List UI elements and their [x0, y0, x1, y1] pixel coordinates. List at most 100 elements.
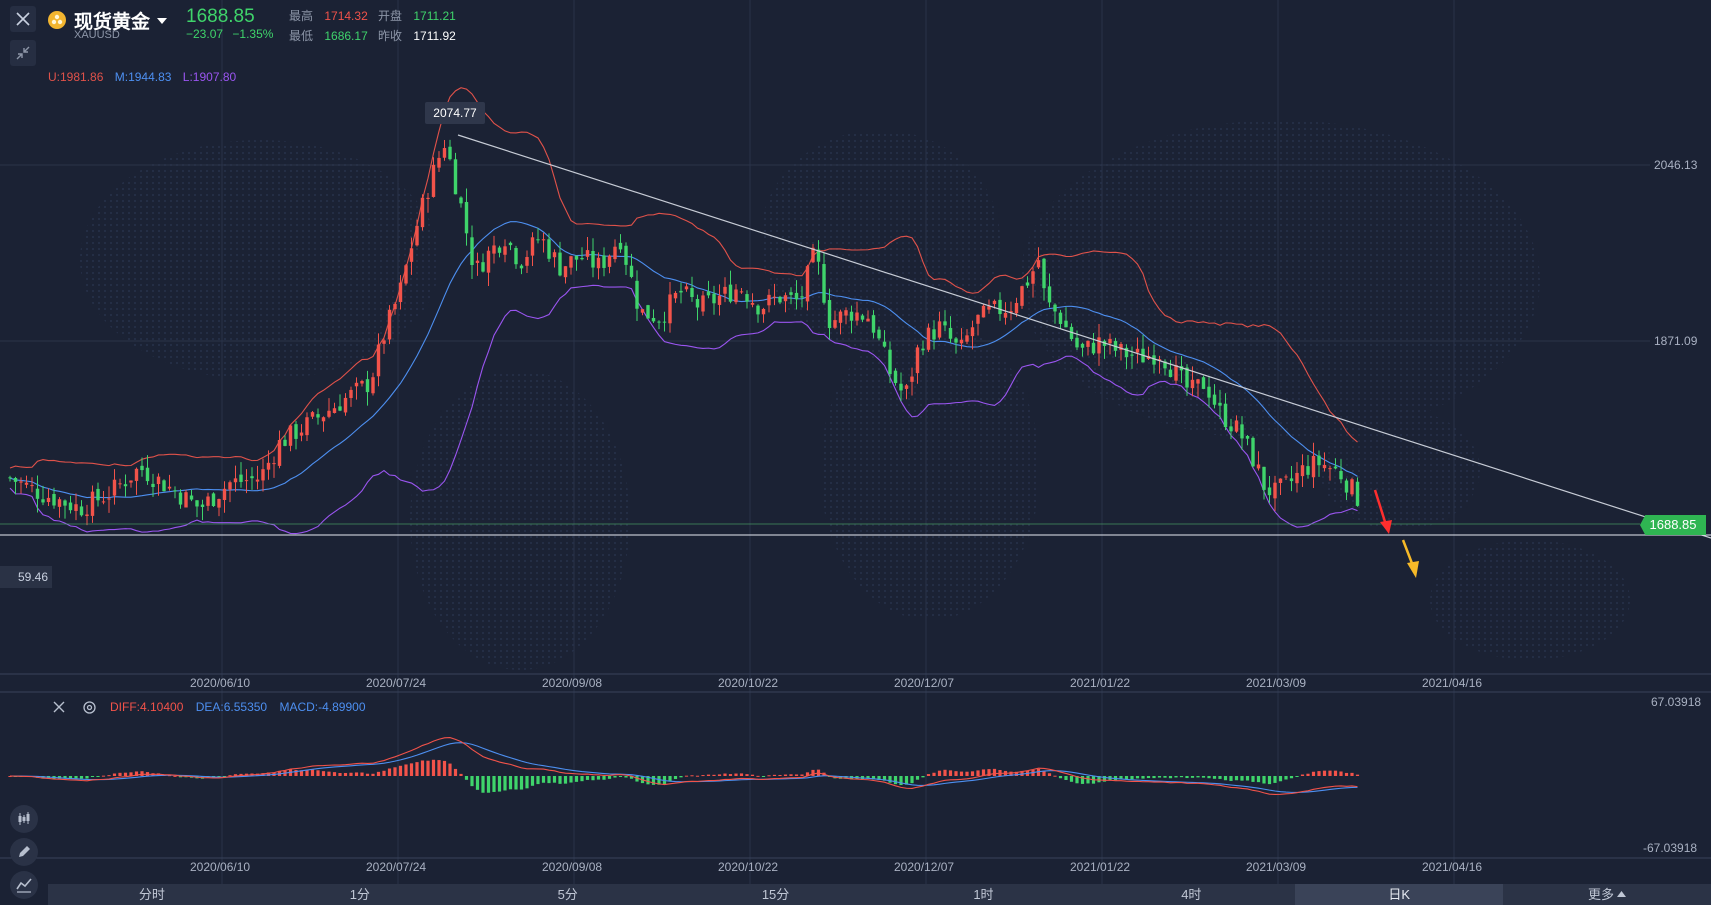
macd-settings-button[interactable]	[82, 700, 97, 718]
close-chart-button[interactable]	[10, 6, 36, 32]
macd-bar	[723, 773, 727, 776]
candle-body	[173, 490, 177, 492]
candle-body	[343, 397, 348, 413]
macd-bar	[1240, 776, 1244, 781]
macd-bar	[811, 769, 815, 776]
candle-body	[1273, 482, 1277, 499]
macd-bar	[1201, 776, 1206, 778]
macd-bar	[1141, 776, 1145, 779]
candle-body	[277, 440, 282, 466]
macd-date-tick-label: 2020/09/08	[542, 860, 602, 874]
macd-bar	[387, 768, 392, 776]
candle-type-button[interactable]	[10, 805, 38, 833]
macd-bar	[101, 775, 106, 777]
macd-bar	[745, 774, 749, 776]
candle-body	[926, 327, 931, 350]
world-map-watermark	[80, 120, 1630, 670]
macd-bar	[926, 774, 931, 776]
macd-bar	[68, 776, 73, 779]
candle-body	[525, 257, 529, 266]
candle-body	[844, 310, 848, 316]
candle-body	[74, 504, 78, 511]
symbol-name-group[interactable]: 现货黄金	[74, 7, 168, 34]
candle-body	[860, 315, 865, 320]
candle-body	[833, 320, 837, 328]
candle-body	[442, 148, 447, 158]
timeframe-tab[interactable]: 日K	[1295, 884, 1504, 905]
candle-body	[1289, 478, 1294, 482]
descending-trendline	[457, 134, 1711, 539]
macd-bar	[409, 763, 414, 776]
boll-lower-line	[9, 284, 1358, 535]
macd-bar	[63, 776, 67, 779]
macd-bar	[393, 767, 397, 776]
indicator-button[interactable]	[10, 871, 38, 899]
timeframe-tab[interactable]: 1时	[880, 884, 1088, 905]
candle-body	[145, 467, 150, 482]
candle-body	[514, 247, 518, 265]
candle-body	[954, 338, 958, 343]
macd-bar	[943, 769, 947, 776]
macd-bar	[1102, 776, 1107, 782]
macd-bar	[783, 774, 788, 776]
macd-bar	[1328, 770, 1332, 776]
candle-body	[112, 479, 117, 496]
candle-body	[981, 305, 986, 318]
candle-body	[470, 237, 474, 265]
macd-bar	[624, 776, 628, 778]
timeframe-tab[interactable]: 15分	[672, 884, 880, 905]
candle-body	[481, 262, 485, 272]
candle-body	[899, 383, 903, 391]
timeframe-tab[interactable]: 更多	[1503, 884, 1711, 905]
candle-body	[574, 255, 579, 260]
open-label: 开盘	[378, 9, 403, 23]
macd-legend: DIFF:4.10400 DEA:6.55350 MACD:-4.89900	[110, 700, 366, 714]
macd-bar	[1295, 776, 1299, 777]
macd-bar	[712, 774, 716, 776]
macd-bar	[739, 773, 744, 776]
high-stat: 最高 1714.32	[289, 7, 368, 24]
candle-body	[877, 329, 881, 339]
macd-bar	[376, 771, 381, 776]
macd-close-button[interactable]	[52, 700, 66, 717]
candle-body	[349, 389, 353, 398]
timeframe-tab[interactable]: 1分	[256, 884, 464, 905]
candle-body	[371, 377, 375, 394]
draw-tool-button[interactable]	[10, 838, 38, 866]
timeframe-tab[interactable]: 5分	[464, 884, 672, 905]
timeframe-tab[interactable]: 4时	[1087, 884, 1295, 905]
candle-body	[1322, 465, 1327, 469]
user-drawings[interactable]	[0, 134, 1711, 578]
prev-close-stat: 昨收 1711.92	[378, 27, 456, 44]
macd-bar	[123, 772, 128, 776]
candle-body	[673, 292, 678, 299]
candle-body	[206, 496, 210, 506]
candle-body	[261, 469, 265, 481]
candle-body	[288, 425, 293, 446]
candle-body	[503, 246, 507, 255]
macd-bar	[684, 775, 689, 777]
candle-body	[794, 292, 799, 300]
candle-body	[1262, 466, 1266, 490]
macd-bar	[706, 774, 711, 776]
candle-body	[530, 237, 535, 256]
candle-body	[129, 480, 133, 483]
candle-body	[13, 477, 18, 482]
price-change: −23.07	[186, 27, 224, 41]
candle-body	[387, 309, 392, 340]
collapse-button[interactable]	[10, 40, 36, 66]
candle-body	[1207, 386, 1211, 398]
candle-body	[668, 294, 672, 324]
timeframe-tab-label: 1分	[349, 887, 370, 902]
gear-icon	[83, 701, 96, 714]
macd-bar	[316, 770, 320, 776]
macd-bar	[800, 774, 804, 776]
change-group: −23.07 −1.35%	[186, 27, 273, 41]
timeframe-tab[interactable]: 分时	[48, 884, 256, 905]
candle-body	[1311, 455, 1316, 478]
macd-bar	[519, 776, 524, 790]
macd-bar	[1080, 776, 1085, 784]
candle-body	[255, 479, 260, 482]
candle-body	[882, 341, 887, 347]
